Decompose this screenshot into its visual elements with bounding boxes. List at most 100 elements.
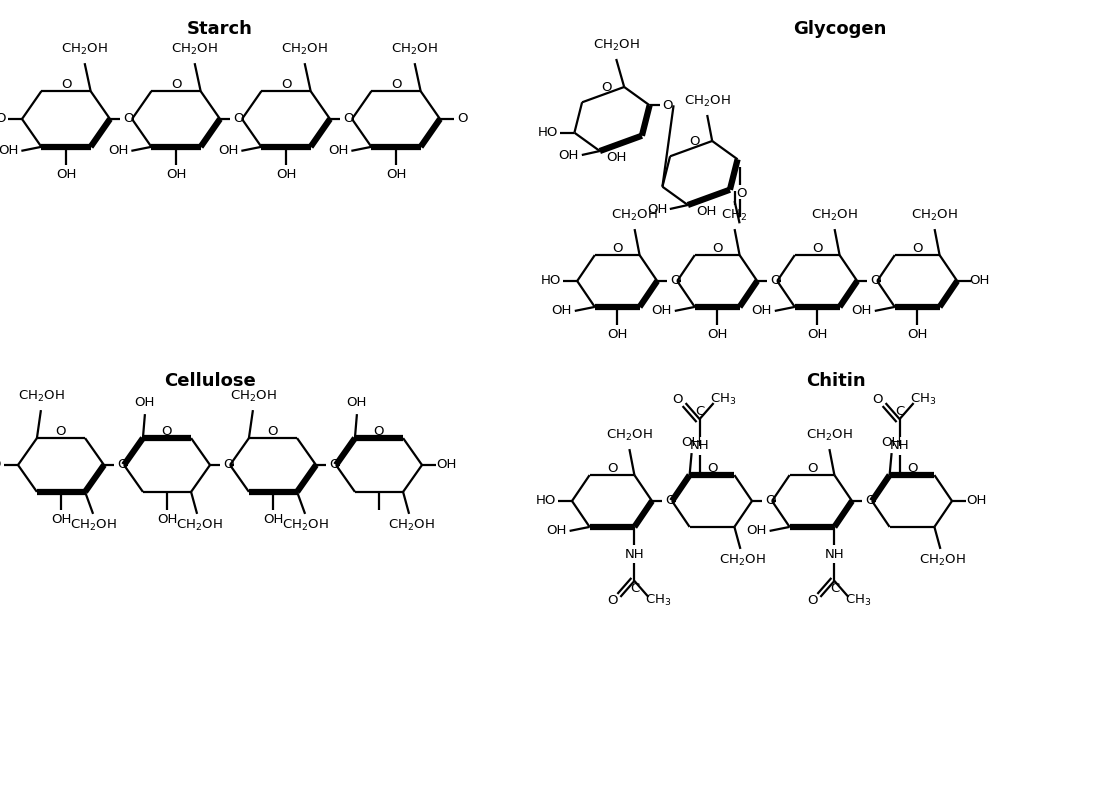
Text: Glycogen: Glycogen xyxy=(794,20,887,38)
Text: O: O xyxy=(812,241,823,255)
Text: O: O xyxy=(737,187,747,200)
Text: OH: OH xyxy=(218,144,238,157)
Text: O: O xyxy=(374,425,384,437)
Text: O: O xyxy=(712,241,722,255)
Text: OH: OH xyxy=(707,328,728,342)
Text: O: O xyxy=(770,274,780,287)
Text: $\mathregular{CH_3}$: $\mathregular{CH_3}$ xyxy=(646,593,671,608)
Text: HO: HO xyxy=(535,494,556,508)
Text: O: O xyxy=(233,112,244,126)
Text: HO: HO xyxy=(0,459,2,471)
Text: O: O xyxy=(223,459,234,471)
Text: O: O xyxy=(672,392,683,406)
Text: OH: OH xyxy=(966,494,986,508)
Text: $\mathregular{CH_2OH}$: $\mathregular{CH_2OH}$ xyxy=(61,42,108,57)
Text: $\mathregular{CH_2OH}$: $\mathregular{CH_2OH}$ xyxy=(811,207,858,222)
Text: $\mathregular{CH_2OH}$: $\mathregular{CH_2OH}$ xyxy=(70,518,117,533)
Text: O: O xyxy=(765,494,776,508)
Text: $\mathregular{CH_2OH}$: $\mathregular{CH_2OH}$ xyxy=(611,207,658,222)
Text: OH: OH xyxy=(436,459,456,471)
Text: OH: OH xyxy=(648,202,668,215)
Text: $\mathregular{CH_2OH}$: $\mathregular{CH_2OH}$ xyxy=(919,554,966,569)
Text: O: O xyxy=(873,392,883,406)
Text: $\mathregular{CH_3}$: $\mathregular{CH_3}$ xyxy=(845,593,871,608)
Text: O: O xyxy=(807,462,817,475)
Text: OH: OH xyxy=(881,436,902,448)
Text: O: O xyxy=(343,112,353,126)
Text: OH: OH xyxy=(386,168,406,181)
Text: OH: OH xyxy=(157,513,177,526)
Text: HO: HO xyxy=(539,127,559,139)
Text: OH: OH xyxy=(681,436,702,448)
Text: $\mathregular{CH_2OH}$: $\mathregular{CH_2OH}$ xyxy=(683,93,730,108)
Text: HO: HO xyxy=(541,274,561,287)
Text: $\mathregular{CH_2OH}$: $\mathregular{CH_2OH}$ xyxy=(719,554,766,569)
Text: O: O xyxy=(865,494,875,508)
Text: O: O xyxy=(608,594,618,607)
Text: O: O xyxy=(56,425,67,437)
Text: $\mathregular{CH_3}$: $\mathregular{CH_3}$ xyxy=(910,392,937,407)
Text: O: O xyxy=(117,459,127,471)
Text: $\mathregular{CH_2OH}$: $\mathregular{CH_2OH}$ xyxy=(18,388,65,403)
Text: O: O xyxy=(870,274,880,287)
Text: $\mathregular{CH_2OH}$: $\mathregular{CH_2OH}$ xyxy=(607,427,652,443)
Text: Starch: Starch xyxy=(187,20,253,38)
Text: OH: OH xyxy=(108,144,128,157)
Text: O: O xyxy=(268,425,278,437)
Text: OH: OH xyxy=(276,168,296,181)
Text: $\mathregular{CH_2OH}$: $\mathregular{CH_2OH}$ xyxy=(593,37,640,52)
Text: O: O xyxy=(612,241,622,255)
Text: O: O xyxy=(0,112,6,126)
Text: OH: OH xyxy=(969,274,989,287)
Text: OH: OH xyxy=(747,524,767,537)
Text: O: O xyxy=(61,78,71,91)
Text: OH: OH xyxy=(607,151,627,164)
Text: OH: OH xyxy=(907,328,927,342)
Text: $\mathregular{CH_2OH}$: $\mathregular{CH_2OH}$ xyxy=(282,42,328,57)
Text: OH: OH xyxy=(56,168,76,181)
Text: O: O xyxy=(456,112,467,126)
Text: O: O xyxy=(280,78,292,91)
Text: $\mathregular{CH_2OH}$: $\mathregular{CH_2OH}$ xyxy=(387,518,434,533)
Text: C: C xyxy=(630,582,639,596)
Text: C: C xyxy=(830,582,839,596)
Text: OH: OH xyxy=(0,144,19,157)
Text: O: O xyxy=(662,99,673,112)
Text: $\mathregular{CH_2}$: $\mathregular{CH_2}$ xyxy=(721,207,748,222)
Text: O: O xyxy=(122,112,134,126)
Text: $\mathregular{CH_2OH}$: $\mathregular{CH_2OH}$ xyxy=(171,42,218,57)
Text: Cellulose: Cellulose xyxy=(164,372,256,390)
Text: OH: OH xyxy=(135,396,155,409)
Text: O: O xyxy=(912,241,923,255)
Text: C: C xyxy=(895,404,904,418)
Text: Chitin: Chitin xyxy=(806,372,866,390)
Text: OH: OH xyxy=(697,205,717,218)
Text: OH: OH xyxy=(607,328,628,342)
Text: O: O xyxy=(328,459,339,471)
Text: O: O xyxy=(170,78,181,91)
Text: O: O xyxy=(670,274,680,287)
Text: OH: OH xyxy=(552,305,572,317)
Text: OH: OH xyxy=(328,144,348,157)
Text: OH: OH xyxy=(807,328,827,342)
Text: $\mathregular{CH_2OH}$: $\mathregular{CH_2OH}$ xyxy=(229,388,276,403)
Text: O: O xyxy=(391,78,402,91)
Text: OH: OH xyxy=(51,513,71,526)
Text: O: O xyxy=(807,594,818,607)
Text: $\mathregular{CH_2OH}$: $\mathregular{CH_2OH}$ xyxy=(806,427,853,443)
Text: OH: OH xyxy=(751,305,772,317)
Text: O: O xyxy=(664,494,676,508)
Text: OH: OH xyxy=(651,305,672,317)
Text: OH: OH xyxy=(546,524,567,537)
Text: NH: NH xyxy=(624,548,644,562)
Text: NH: NH xyxy=(889,438,909,452)
Text: OH: OH xyxy=(347,396,367,409)
Text: OH: OH xyxy=(559,149,579,161)
Text: $\mathregular{CH_2OH}$: $\mathregular{CH_2OH}$ xyxy=(176,518,223,533)
Text: $\mathregular{CH_2OH}$: $\mathregular{CH_2OH}$ xyxy=(392,42,437,57)
Text: O: O xyxy=(607,462,618,475)
Text: C: C xyxy=(695,404,705,418)
Text: OH: OH xyxy=(166,168,186,181)
Text: $\mathregular{CH_2OH}$: $\mathregular{CH_2OH}$ xyxy=(912,207,958,222)
Text: NH: NH xyxy=(825,548,845,562)
